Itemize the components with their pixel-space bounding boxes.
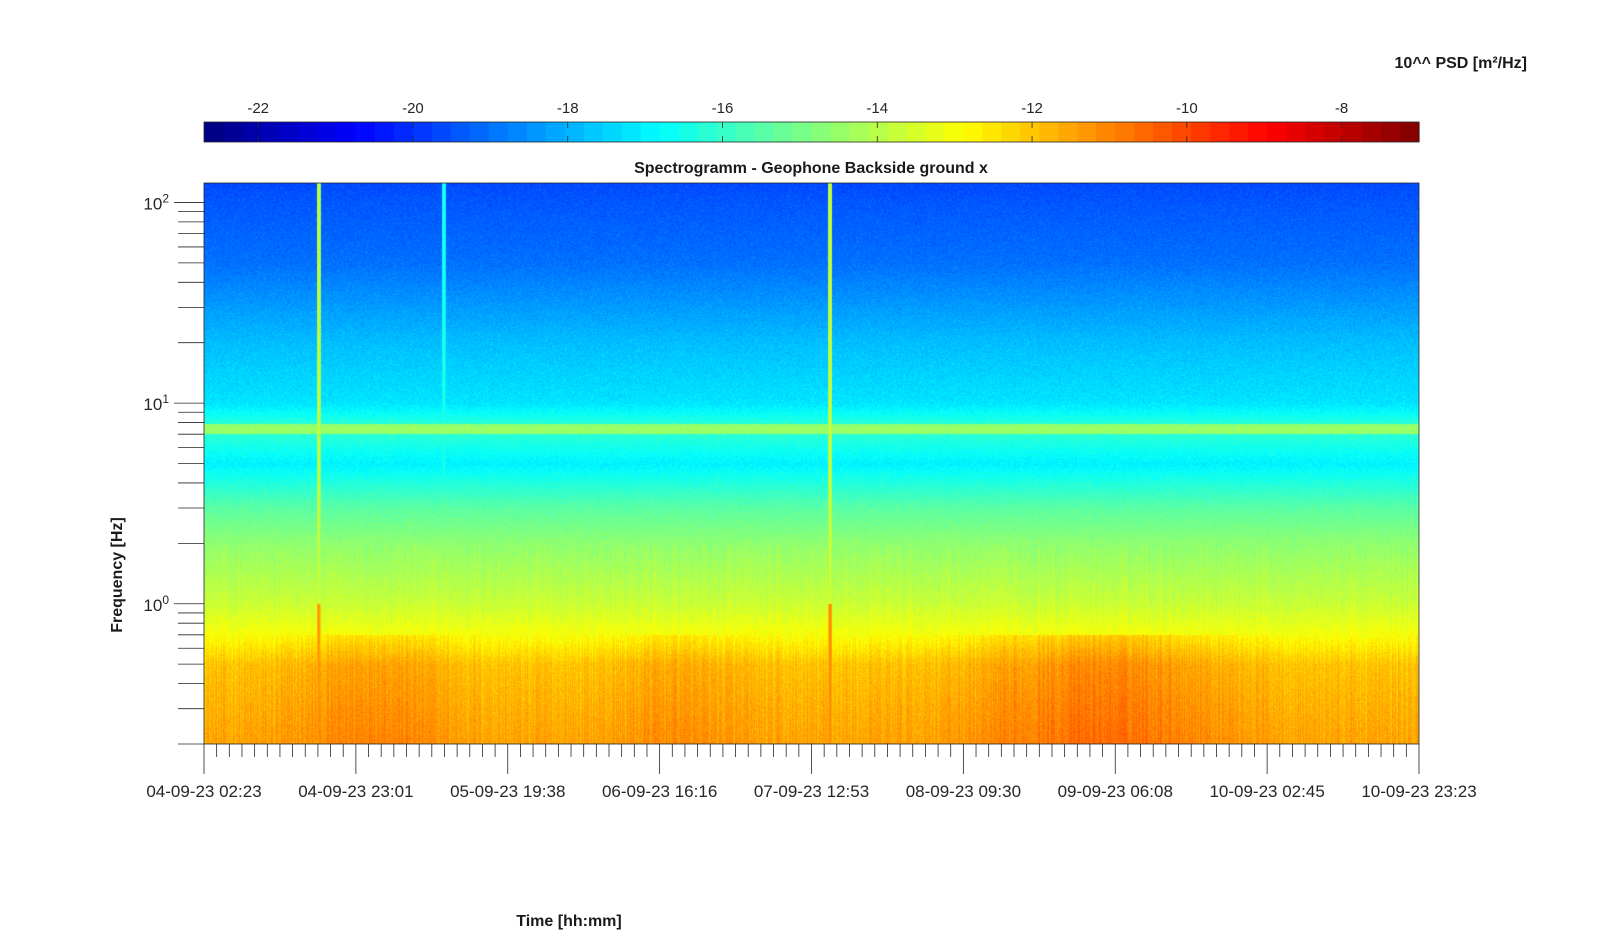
colorbar-segment bbox=[222, 122, 243, 142]
colorbar-segment bbox=[830, 122, 851, 142]
colorbar-segment bbox=[469, 122, 490, 142]
colorbar-segment bbox=[450, 122, 471, 142]
colorbar-segment bbox=[1191, 122, 1211, 142]
colorbar-tick-label: -12 bbox=[1021, 100, 1043, 117]
colorbar-segment bbox=[1248, 122, 1268, 142]
colorbar-segment bbox=[678, 122, 699, 142]
colorbar-segment bbox=[526, 122, 547, 142]
x-axis-label: Time [hh:mm] bbox=[516, 913, 621, 930]
colorbar-segment bbox=[849, 122, 870, 142]
colorbar-segment bbox=[1172, 122, 1192, 142]
colorbar-segment bbox=[640, 122, 661, 142]
colorbar-segment bbox=[906, 122, 927, 142]
colorbar-segment bbox=[1077, 122, 1097, 142]
colorbar-frame bbox=[203, 121, 1420, 143]
x-axis: 04-09-23 02:23 04-09-23 23:01 05-09-23 19:… bbox=[146, 744, 1477, 801]
y-tick-label: 102 bbox=[143, 191, 169, 213]
colorbar-segment bbox=[1400, 122, 1420, 142]
colorbar-tick-label: -10 bbox=[1176, 100, 1198, 117]
x-tick-label: 07-09-23 12:53 bbox=[754, 782, 869, 801]
x-tick-label: 06-09-23 16:16 bbox=[602, 782, 717, 801]
colorbar-tick-label: -8 bbox=[1335, 100, 1348, 117]
x-tick-label: 04-09-23 23:01 bbox=[298, 782, 413, 801]
y-axis: 100 101 102 bbox=[143, 191, 204, 745]
colorbar-segment bbox=[754, 122, 775, 142]
colorbar-segment bbox=[1305, 122, 1325, 142]
colorbar-segment bbox=[279, 122, 300, 142]
colorbar-segment bbox=[336, 122, 357, 142]
colorbar-segment bbox=[1134, 122, 1154, 142]
colorbar-ticks: -22 -20 -18 -16 -14 -12 -10 -8 bbox=[247, 100, 1348, 142]
colorbar-segment bbox=[621, 122, 642, 142]
colorbar-segment bbox=[1362, 122, 1382, 142]
colorbar-segment bbox=[1115, 122, 1135, 142]
colorbar-segment bbox=[564, 122, 585, 142]
colorbar-segment bbox=[792, 122, 813, 142]
colorbar-segment bbox=[1229, 122, 1249, 142]
x-tick-label: 08-09-23 09:30 bbox=[906, 782, 1021, 801]
x-tick-label: 05-09-23 19:38 bbox=[450, 782, 565, 801]
colorbar-segment bbox=[1210, 122, 1230, 142]
colorbar-segment bbox=[659, 122, 680, 142]
colorbar-segment bbox=[393, 122, 414, 142]
colorbar-segment bbox=[298, 122, 319, 142]
colorbar-segment bbox=[1267, 122, 1287, 142]
colorbar-segment bbox=[1381, 122, 1401, 142]
colorbar-segment bbox=[1001, 122, 1021, 142]
plot-area bbox=[203, 182, 1420, 745]
colorbar-tick-label: -20 bbox=[402, 100, 424, 117]
colorbar-segment bbox=[716, 122, 737, 142]
colorbar-segment bbox=[1058, 122, 1078, 142]
colorbar-segment bbox=[260, 122, 281, 142]
colorbar-segment bbox=[925, 122, 945, 142]
colorbar-segment bbox=[431, 122, 452, 142]
colorbar-segment bbox=[944, 122, 964, 142]
colorbar-segment bbox=[811, 122, 832, 142]
chart-title: Spectrogramm - Geophone Backside ground … bbox=[634, 160, 988, 177]
x-tick-label: 04-09-23 02:23 bbox=[146, 782, 261, 801]
colorbar-segment bbox=[412, 122, 433, 142]
colorbar-segment bbox=[773, 122, 794, 142]
colorbar-segment bbox=[602, 122, 623, 142]
colorbar-segment bbox=[583, 122, 604, 142]
colorbar-segment bbox=[355, 122, 376, 142]
colorbar-segment bbox=[204, 122, 224, 142]
colorbar-segment bbox=[317, 122, 338, 142]
y-tick-label: 100 bbox=[143, 593, 169, 615]
colorbar-segment bbox=[1324, 122, 1344, 142]
colorbar-segment bbox=[1343, 122, 1363, 142]
colorbar-segment bbox=[1020, 122, 1040, 142]
colorbar-tick-label: -18 bbox=[557, 100, 579, 117]
x-tick-label: 10-09-23 23:23 bbox=[1361, 782, 1476, 801]
colorbar-segment bbox=[374, 122, 395, 142]
colorbar-segment bbox=[1153, 122, 1173, 142]
x-tick-label: 09-09-23 06:08 bbox=[1058, 782, 1173, 801]
colorbar-segment bbox=[963, 122, 983, 142]
colorbar-label: 10^^ PSD [m²/Hz] bbox=[1395, 55, 1527, 72]
colorbar-segment bbox=[545, 122, 566, 142]
colorbar-segment bbox=[507, 122, 528, 142]
colorbar bbox=[203, 121, 1420, 143]
colorbar-segment bbox=[241, 122, 262, 142]
colorbar-segment bbox=[982, 122, 1002, 142]
colorbar-segment bbox=[488, 122, 509, 142]
colorbar-segment bbox=[1286, 122, 1306, 142]
colorbar-tick-label: -22 bbox=[247, 100, 269, 117]
colorbar-segment bbox=[697, 122, 718, 142]
colorbar-segment bbox=[887, 122, 908, 142]
colorbar-segment bbox=[1039, 122, 1059, 142]
colorbar-segment bbox=[868, 122, 889, 142]
colorbar-tick-label: -14 bbox=[866, 100, 888, 117]
colorbar-segment bbox=[1096, 122, 1116, 142]
colorbar-segment bbox=[735, 122, 756, 142]
colorbar-tick-label: -16 bbox=[712, 100, 734, 117]
y-tick-label: 101 bbox=[143, 392, 169, 414]
spectrogram-image bbox=[204, 183, 1419, 744]
x-tick-label: 10-09-23 02:45 bbox=[1209, 782, 1324, 801]
y-axis-label: Frequency [Hz] bbox=[109, 517, 126, 633]
